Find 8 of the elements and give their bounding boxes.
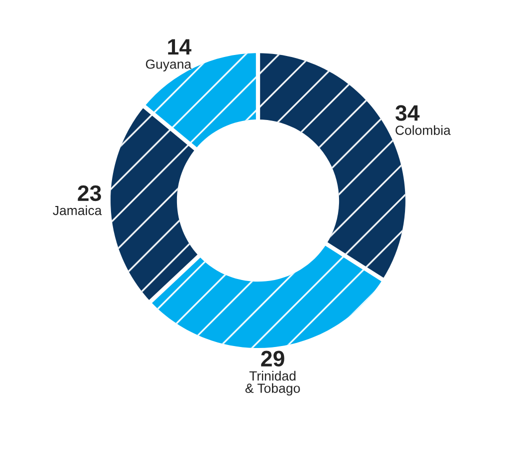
slice-label: Colombia xyxy=(396,125,451,135)
data-label: 34 xyxy=(395,105,420,121)
slice-label: Guyana xyxy=(146,59,192,72)
data-label: 23 xyxy=(78,185,101,202)
slice-label: Jamaica xyxy=(52,205,102,216)
data-label: 14 xyxy=(168,39,192,55)
slice-label: Trinidad & Tobago xyxy=(245,370,300,396)
data-label: 29 xyxy=(261,350,284,367)
